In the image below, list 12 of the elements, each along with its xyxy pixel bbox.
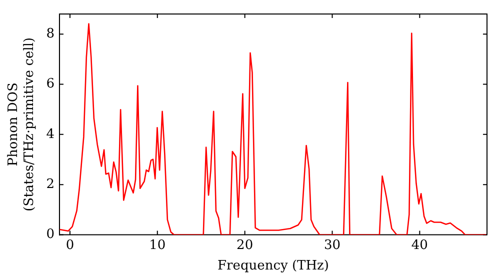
x-tick-label: 30 [324, 238, 341, 253]
y-tick-label: 0 [46, 227, 54, 242]
x-tick-label: 20 [236, 238, 254, 253]
y-tick-label: 2 [46, 176, 54, 192]
y-tick-label: 8 [46, 26, 54, 42]
x-axis-title: Frequency (THz) [218, 258, 329, 274]
x-tick-label: 40 [411, 238, 428, 253]
x-tick-label: 10 [149, 238, 166, 253]
y-tick-label: 6 [46, 76, 54, 92]
x-tick-label: 0 [66, 238, 74, 253]
y-axis-title: Phonon DOS (States/THz·primitive cell) [6, 37, 37, 212]
y-tick-label: 4 [46, 126, 54, 142]
